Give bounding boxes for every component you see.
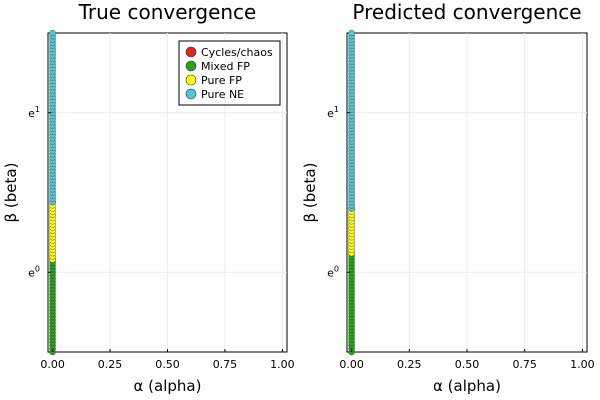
x-tick-label: 0.25	[98, 358, 123, 371]
legend-entry-cycles-chaos: Cycles/chaos	[185, 46, 273, 59]
x-tick-label: 1.00	[570, 358, 595, 371]
chart-title: Predicted convergence	[352, 0, 581, 24]
chart-title: True convergence	[78, 0, 257, 24]
legend-label: Pure FP	[201, 74, 242, 87]
y-tick-labels: e0 e1	[28, 105, 51, 279]
x-tick-label: 0.00	[339, 358, 364, 371]
legend-entry-mixed-fp: Mixed FP	[185, 60, 250, 73]
y-tick-labels: e0 e1	[327, 105, 350, 279]
scatter-points	[348, 29, 355, 356]
x-tick-label: 0.75	[512, 358, 537, 371]
data-point	[348, 29, 355, 37]
grid	[347, 33, 587, 352]
legend-label: Pure NE	[201, 88, 244, 101]
y-tick-label: e0	[327, 264, 339, 279]
legend-marker	[185, 88, 197, 100]
data-point	[49, 29, 56, 37]
predicted-convergence-panel: 0.00 0.25 0.50 0.75 1.00 e0 e1 Predicted conv…	[301, 0, 595, 395]
legend-label: Cycles/chaos	[201, 46, 273, 59]
x-tick-label: 0.00	[40, 358, 65, 371]
y-axis-label: β (beta)	[2, 163, 20, 223]
y-tick-label: e1	[327, 105, 339, 120]
scatter-points	[49, 29, 56, 356]
y-tick-label: e0	[28, 264, 40, 279]
x-tick-label: 0.75	[213, 358, 238, 371]
x-tick-labels: 0.00 0.25 0.50 0.75 1.00	[40, 349, 295, 371]
x-tick-label: 0.25	[397, 358, 422, 371]
x-tick-label: 0.50	[455, 358, 480, 371]
y-axis-label: β (beta)	[301, 163, 319, 223]
x-axis-label: α (alpha)	[433, 377, 501, 395]
x-tick-labels: 0.00 0.25 0.50 0.75 1.00	[339, 349, 595, 371]
legend: Cycles/chaos Mixed FP Pure FP Pure NE	[178, 40, 281, 106]
legend-marker	[185, 46, 197, 58]
legend-marker	[185, 74, 197, 86]
x-axis-label: α (alpha)	[134, 377, 202, 395]
legend-entry-pure-ne: Pure NE	[185, 88, 244, 101]
legend-entry-pure-fp: Pure FP	[185, 74, 242, 87]
x-tick-label: 1.00	[270, 358, 295, 371]
legend-marker	[185, 60, 197, 72]
true-convergence-panel: 0.00 0.25 0.50 0.75 1.00 e0 e1 True convergen…	[2, 0, 295, 395]
legend-label: Mixed FP	[201, 60, 250, 73]
y-tick-label: e1	[28, 105, 40, 120]
x-tick-label: 0.50	[155, 358, 180, 371]
